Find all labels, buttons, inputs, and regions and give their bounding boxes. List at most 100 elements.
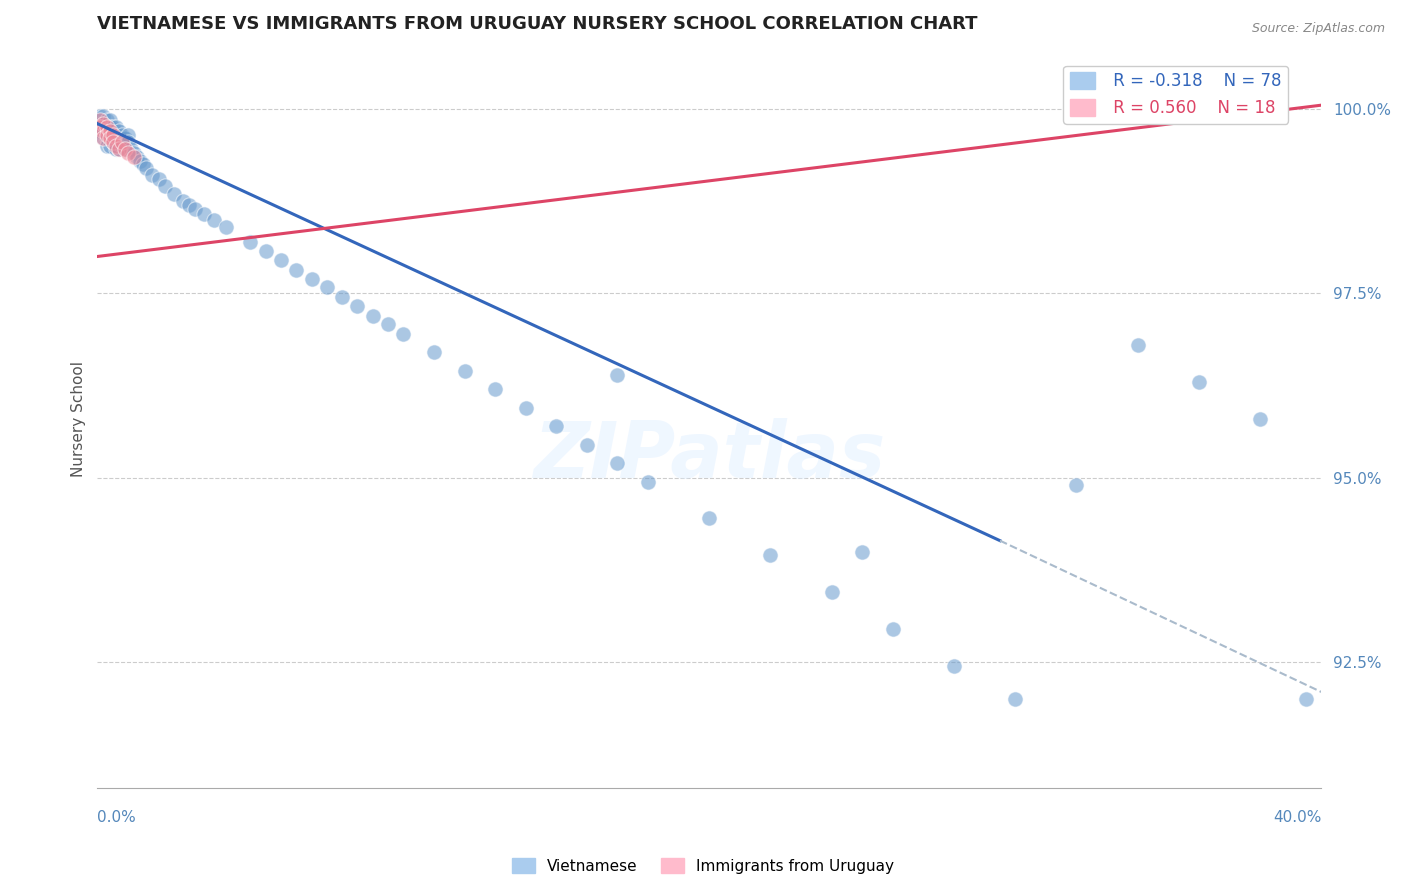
Point (285, 262, 308, 277)
Point (96, 128, 118, 142)
Point (1157, 102, 1180, 116)
Point (515, 401, 537, 415)
Point (107, 143, 129, 157)
Point (301, 271, 323, 285)
Point (606, 456, 628, 470)
Point (107, 143, 129, 157)
Point (117, 135, 139, 149)
Point (111, 128, 134, 142)
Text: 40.0%: 40.0% (1272, 810, 1322, 825)
Legend:  R = -0.318    N = 78,  R = 0.560    N = 18: R = -0.318 N = 78, R = 0.560 N = 18 (1063, 65, 1288, 124)
Point (606, 368, 628, 382)
Point (117, 128, 139, 142)
Point (111, 138, 134, 153)
Point (98, 112, 121, 127)
Point (135, 161, 157, 175)
Point (148, 172, 170, 186)
Point (117, 146, 139, 161)
Point (392, 326, 415, 341)
Point (315, 280, 337, 294)
Point (943, 659, 966, 673)
Point (96, 120, 118, 135)
Point (346, 299, 368, 313)
Text: ZIPatlas: ZIPatlas (533, 417, 886, 494)
Point (101, 128, 124, 142)
Point (101, 135, 124, 149)
Point (101, 135, 124, 149)
Text: VIETNAMESE VS IMMIGRANTS FROM URUGUAY NURSERY SCHOOL CORRELATION CHART: VIETNAMESE VS IMMIGRANTS FROM URUGUAY NU… (97, 15, 977, 33)
Point (114, 143, 136, 157)
Point (114, 131, 136, 145)
Point (153, 179, 176, 194)
Point (1188, 375, 1211, 389)
Point (120, 143, 142, 157)
Point (96, 138, 118, 153)
Point (423, 345, 446, 359)
Text: Source: ZipAtlas.com: Source: ZipAtlas.com (1251, 22, 1385, 36)
Point (1249, 412, 1271, 426)
Point (215, 219, 238, 234)
Point (484, 382, 506, 396)
Point (98, 131, 121, 145)
Point (101, 120, 124, 135)
Point (759, 549, 782, 563)
Point (127, 150, 149, 164)
Point (377, 318, 399, 332)
Point (93, 131, 115, 145)
Text: 0.0%: 0.0% (97, 810, 136, 825)
Point (141, 169, 163, 183)
Point (330, 290, 353, 304)
Point (93, 124, 115, 138)
Point (122, 150, 145, 164)
Point (239, 235, 262, 249)
Point (361, 309, 384, 323)
Point (93, 117, 115, 131)
Point (202, 212, 225, 227)
Point (98, 120, 121, 135)
Point (254, 244, 277, 258)
Point (546, 419, 568, 434)
Point (89, 120, 111, 135)
Point (179, 198, 201, 212)
Point (453, 364, 475, 378)
Point (96, 131, 118, 145)
Point (270, 253, 292, 268)
Point (101, 128, 124, 142)
Point (697, 511, 720, 525)
Point (93, 124, 115, 138)
Point (1295, 692, 1317, 706)
Point (96, 120, 118, 135)
Point (1126, 338, 1149, 352)
Point (107, 133, 129, 147)
Point (93, 117, 115, 131)
Point (89, 117, 111, 131)
Point (129, 153, 152, 168)
Legend: Vietnamese, Immigrants from Uruguay: Vietnamese, Immigrants from Uruguay (506, 852, 900, 880)
Y-axis label: Nursery School: Nursery School (72, 361, 86, 477)
Point (821, 585, 844, 599)
Point (98, 138, 121, 153)
Point (89, 124, 111, 138)
Point (93, 109, 115, 123)
Point (98, 124, 121, 138)
Point (104, 138, 127, 153)
Point (851, 544, 873, 558)
Point (104, 143, 127, 157)
Point (193, 207, 215, 221)
Point (882, 622, 904, 636)
Point (89, 109, 111, 123)
Point (93, 131, 115, 145)
Point (122, 146, 145, 161)
Point (104, 131, 127, 145)
Point (1004, 692, 1026, 706)
Point (132, 157, 155, 171)
Point (107, 124, 129, 138)
Point (98, 128, 121, 142)
Point (104, 120, 127, 135)
Point (96, 112, 118, 127)
Point (1066, 478, 1088, 492)
Point (114, 143, 136, 157)
Point (163, 186, 186, 201)
Point (184, 202, 207, 216)
Point (575, 438, 598, 452)
